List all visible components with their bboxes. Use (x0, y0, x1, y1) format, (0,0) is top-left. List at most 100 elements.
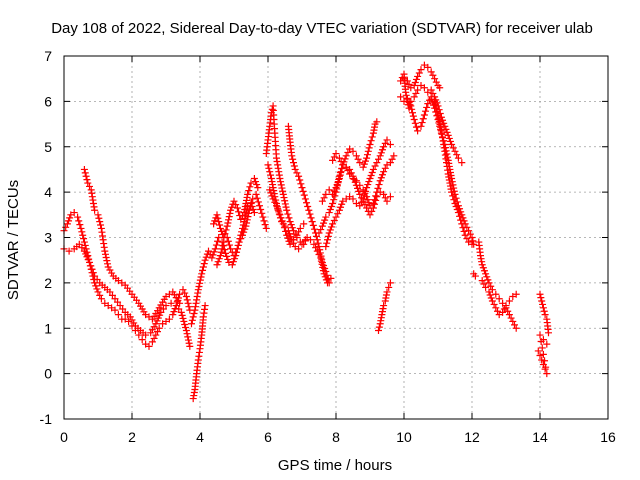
data-point (288, 224, 296, 232)
data-point (186, 342, 194, 350)
data-point (81, 169, 89, 177)
data-point (458, 159, 466, 167)
data-point (63, 220, 71, 228)
data-series (60, 61, 552, 403)
data-point (490, 300, 498, 308)
data-point (325, 186, 333, 194)
data-point (185, 303, 193, 311)
data-point (327, 223, 335, 231)
data-point (216, 252, 224, 260)
data-point (432, 78, 440, 86)
data-point (412, 123, 420, 131)
data-point (169, 311, 177, 319)
data-point (368, 133, 376, 141)
data-point (152, 331, 160, 339)
data-point (183, 296, 191, 304)
data-point (95, 214, 103, 222)
data-point (184, 333, 192, 341)
data-point (341, 155, 349, 163)
data-point (211, 245, 219, 253)
data-point (286, 218, 294, 226)
data-point (325, 209, 333, 217)
data-point (78, 228, 86, 236)
data-point (230, 197, 238, 205)
data-point (443, 150, 451, 158)
data-point (240, 218, 248, 226)
data-point (108, 269, 116, 277)
data-point (84, 179, 92, 187)
data-point (254, 198, 262, 206)
data-point (126, 313, 134, 321)
data-point (429, 101, 437, 109)
data-point (487, 294, 495, 302)
data-point (267, 171, 275, 179)
data-point (315, 229, 323, 237)
data-point (429, 71, 437, 79)
data-point (420, 84, 428, 92)
data-point (278, 184, 286, 192)
data-point (417, 122, 425, 130)
data-point (104, 263, 112, 271)
data-point (478, 277, 486, 285)
data-point (305, 206, 313, 214)
data-point (436, 122, 444, 130)
data-point (241, 214, 249, 222)
data-point (534, 347, 542, 355)
data-point (424, 100, 432, 108)
data-point (254, 184, 262, 192)
data-point (380, 302, 388, 310)
data-point (303, 199, 311, 207)
data-point (444, 131, 452, 139)
data-point (361, 187, 369, 195)
data-point (466, 230, 474, 238)
data-point (322, 268, 330, 276)
data-point (301, 236, 309, 244)
data-point (283, 231, 291, 239)
data-point (258, 209, 266, 217)
data-point (296, 176, 304, 184)
data-point (235, 238, 243, 246)
data-point (93, 285, 101, 293)
data-point (94, 288, 102, 296)
data-point (213, 261, 221, 269)
data-point (410, 81, 418, 89)
data-point (148, 338, 156, 346)
data-point (443, 128, 451, 136)
data-point (383, 197, 391, 205)
data-point (227, 206, 235, 214)
data-point (338, 200, 346, 208)
data-point (230, 252, 238, 260)
data-point (267, 189, 275, 197)
y-tick-label: 4 (44, 184, 52, 200)
data-point (150, 334, 158, 342)
data-point (487, 282, 495, 290)
data-point (337, 168, 345, 176)
data-point (201, 256, 209, 264)
data-point (383, 136, 391, 144)
data-point (65, 247, 73, 255)
data-point (427, 68, 435, 76)
data-point (290, 159, 297, 167)
y-tick-label: -1 (40, 411, 53, 427)
data-point (366, 140, 374, 148)
data-point (167, 299, 175, 307)
data-point (437, 129, 445, 137)
series-19 (427, 95, 478, 248)
x-tick-label: 14 (532, 429, 548, 445)
data-point (194, 286, 202, 294)
data-point (228, 261, 236, 269)
data-point (223, 234, 231, 241)
data-point (354, 184, 362, 192)
data-point (188, 320, 195, 328)
data-point (385, 283, 393, 291)
data-point (195, 283, 203, 291)
data-point (216, 221, 224, 229)
data-point (448, 175, 456, 183)
data-point (492, 290, 500, 298)
data-point (279, 190, 287, 198)
data-point (355, 187, 363, 195)
data-point (234, 241, 242, 249)
data-point (296, 224, 304, 232)
data-point (471, 272, 479, 280)
data-point (451, 147, 459, 155)
